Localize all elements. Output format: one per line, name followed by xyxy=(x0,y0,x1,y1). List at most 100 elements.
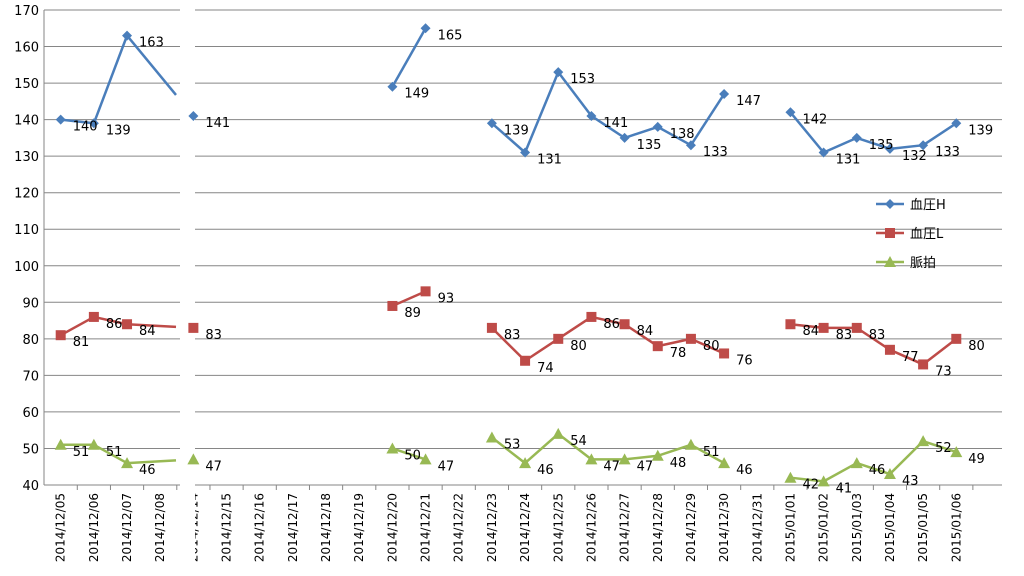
series-line-segment xyxy=(557,71,593,117)
series-line-segment xyxy=(823,136,858,154)
data-point xyxy=(784,471,797,483)
y-tick-label: 150 xyxy=(14,77,39,92)
series-line-segment xyxy=(657,125,692,147)
data-label: 80 xyxy=(570,339,587,354)
data-labels: 140 139 163 141 149 165 139 131 153 141 135 138 133 1… xyxy=(73,28,993,496)
data-label: 93 xyxy=(438,291,455,306)
y-tick-label: 90 xyxy=(22,296,39,311)
data-label: 46 xyxy=(869,463,886,478)
data-label: 51 xyxy=(73,445,90,460)
data-label: 51 xyxy=(703,445,720,460)
series-line-segment xyxy=(524,337,559,362)
data-label: 139 xyxy=(968,123,993,138)
data-label: 83 xyxy=(836,328,853,343)
series-line-segment xyxy=(60,315,95,337)
series-line-segment xyxy=(590,114,626,139)
series-line-segment xyxy=(624,454,658,461)
data-label: 80 xyxy=(703,339,720,354)
series-line-segment xyxy=(491,122,526,154)
data-point xyxy=(122,319,133,330)
data-label: 140 xyxy=(73,120,98,135)
series-line-segment xyxy=(823,461,858,483)
series-line-stub xyxy=(126,34,177,96)
data-label: 47 xyxy=(603,459,620,474)
data-label: 49 xyxy=(968,452,985,467)
x-tick-label: 2014/12/30 xyxy=(717,493,731,562)
data-point xyxy=(122,30,133,41)
data-point xyxy=(618,453,631,465)
y-axis-ticks: 40 50 60 70 80 90 100 110 120 130 140 150 160 170 xyxy=(14,4,39,494)
data-label: 52 xyxy=(935,441,952,456)
data-point xyxy=(387,81,398,92)
data-point xyxy=(685,333,696,344)
x-tick-label: 2014/12/21 xyxy=(419,493,433,562)
data-label: 141 xyxy=(205,116,230,131)
y-tick-label: 60 xyxy=(22,406,39,421)
series-line-segment xyxy=(790,322,824,330)
data-label: 86 xyxy=(106,317,123,332)
series-line-segment xyxy=(591,315,625,326)
y-tick-label: 70 xyxy=(22,369,39,384)
data-label: 83 xyxy=(504,328,521,343)
x-tick-label: 2015/01/06 xyxy=(949,493,963,562)
series-line-segment xyxy=(657,443,692,457)
series-line-segment xyxy=(790,476,824,483)
data-label: 78 xyxy=(670,346,687,361)
x-tick-label: 2014/12/25 xyxy=(551,493,565,562)
series-line-segment xyxy=(889,348,924,366)
x-tick-label: 2014/12/28 xyxy=(651,493,665,562)
x-axis-ticks: 2014/12/05 2014/12/06 2014/12/07 2014/12/08… xyxy=(54,485,974,562)
axis-break-band xyxy=(180,0,195,576)
x-tick-label: 2014/12/24 xyxy=(518,493,532,562)
data-point xyxy=(917,435,930,447)
data-point xyxy=(851,132,862,143)
x-tick-label: 2014/12/29 xyxy=(684,493,698,562)
series-line-segment xyxy=(889,143,924,151)
y-tick-label: 120 xyxy=(14,187,39,202)
data-label: 46 xyxy=(736,463,753,478)
data-label: 165 xyxy=(438,28,463,43)
data-label: 47 xyxy=(637,459,654,474)
data-point xyxy=(851,322,862,333)
data-label: 139 xyxy=(106,123,131,138)
series-lines xyxy=(60,27,958,483)
series-line-segment xyxy=(557,315,593,340)
data-label: 135 xyxy=(869,138,894,153)
data-point xyxy=(818,322,829,333)
data-label: 54 xyxy=(570,434,587,449)
data-point xyxy=(188,110,199,121)
legend: 血圧H 血圧L 脈拍 xyxy=(876,198,946,271)
data-point xyxy=(951,118,962,129)
y-tick-label: 170 xyxy=(14,4,39,19)
series-line-segment xyxy=(391,27,427,88)
series-markers xyxy=(54,23,963,487)
data-point xyxy=(520,355,531,366)
data-label: 141 xyxy=(603,116,628,131)
data-label: 133 xyxy=(703,145,728,160)
data-point xyxy=(684,438,697,450)
data-point xyxy=(55,114,66,125)
data-label: 84 xyxy=(802,324,819,339)
data-point xyxy=(88,118,99,129)
data-point xyxy=(619,319,630,330)
x-tick-label: 2015/01/01 xyxy=(783,493,797,562)
data-point xyxy=(88,311,99,322)
data-point xyxy=(950,446,963,458)
data-label: 74 xyxy=(537,361,554,376)
data-point xyxy=(187,453,200,465)
x-tick-label: 2014/12/17 xyxy=(286,493,300,562)
x-tick-label: 2014/12/05 xyxy=(54,493,68,562)
x-tick-label: 2014/12/23 xyxy=(485,493,499,562)
data-point xyxy=(652,341,663,352)
data-point xyxy=(188,322,199,333)
data-label: 142 xyxy=(802,112,827,127)
data-label: 80 xyxy=(968,339,985,354)
data-point xyxy=(585,453,598,465)
series-line-segment xyxy=(922,337,958,366)
y-tick-label: 50 xyxy=(22,442,39,457)
data-point xyxy=(884,344,895,355)
data-point xyxy=(652,121,663,132)
data-point xyxy=(486,118,497,129)
x-tick-label: 2015/01/05 xyxy=(916,493,930,562)
